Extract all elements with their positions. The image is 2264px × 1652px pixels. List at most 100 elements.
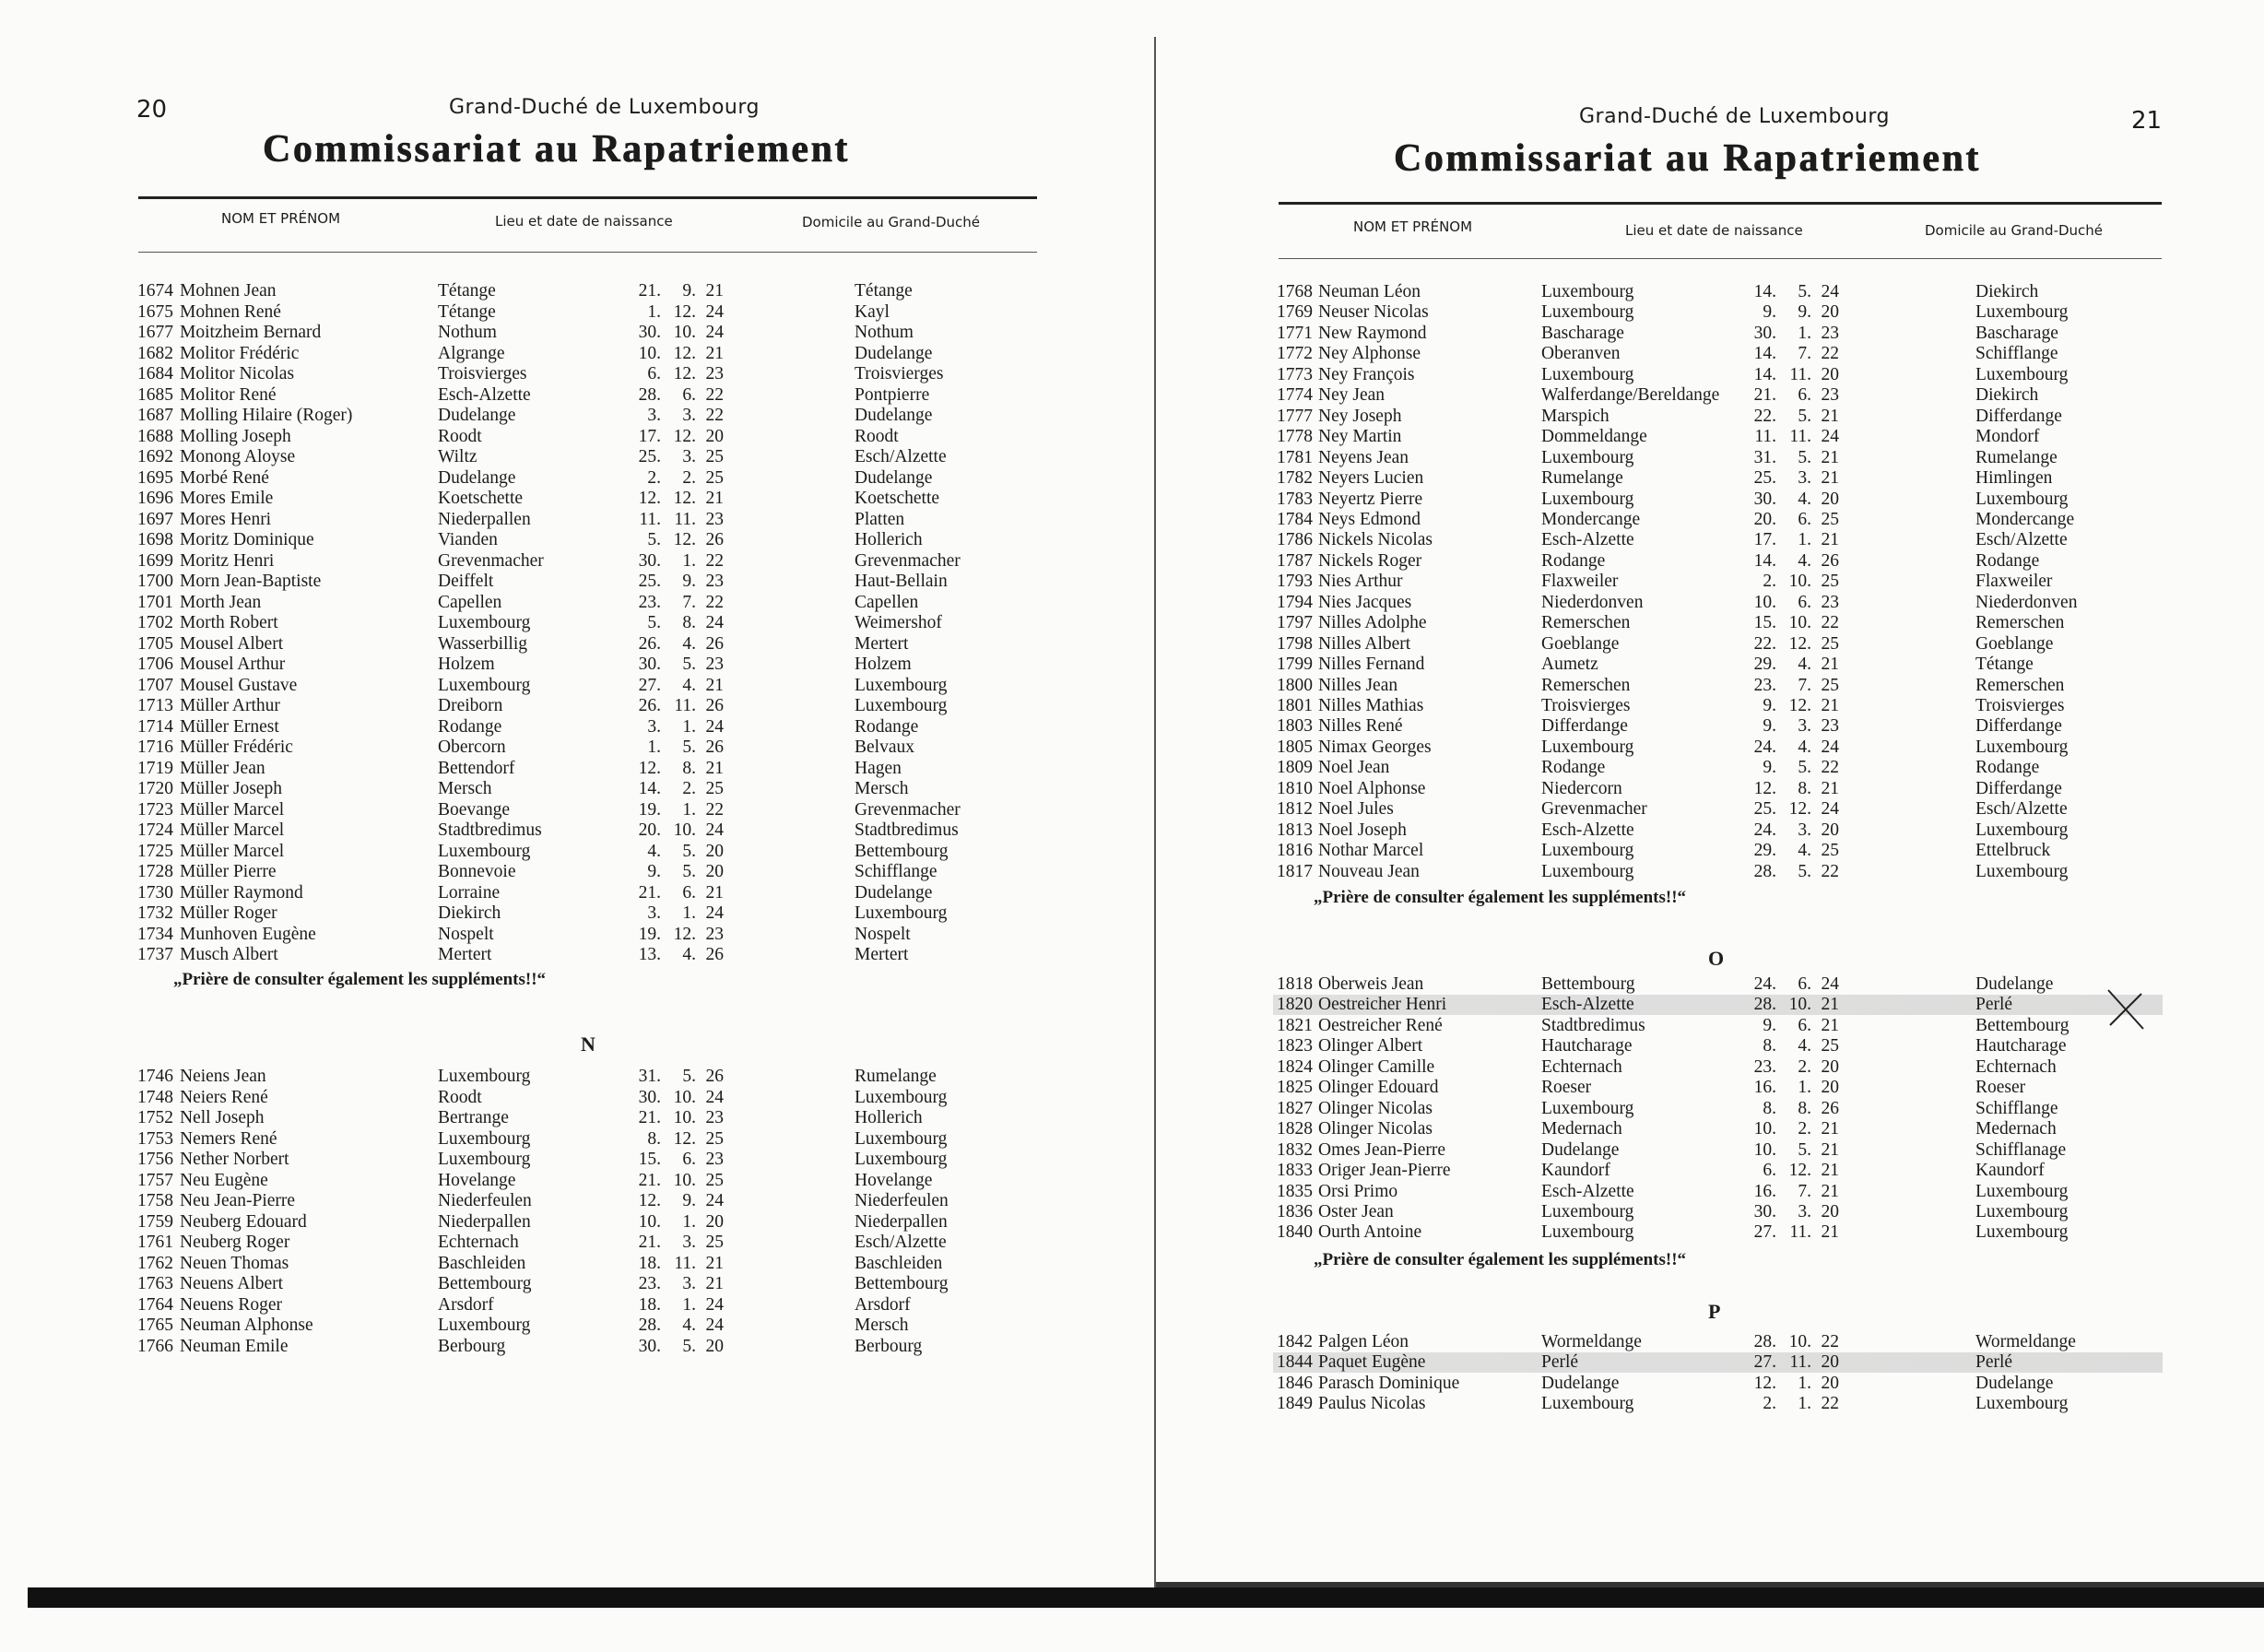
- birth-month: 10.: [1788, 572, 1811, 592]
- entry-number: 1713: [137, 696, 173, 715]
- entry-name: Morn Jean-Baptiste: [180, 572, 322, 591]
- birth-month: 12.: [673, 343, 696, 363]
- entry-number: 1820: [1277, 995, 1313, 1015]
- table-row: 1846 Parasch Dominique Dudelange 12. 1. 20 Dud…: [1273, 1374, 2163, 1394]
- table-row: 1699 Moritz Henri Grevenmacher 30. 1. 22 Greve…: [134, 551, 1065, 572]
- entry-number: 1699: [137, 550, 173, 571]
- birth-year: 20: [1821, 1352, 1840, 1373]
- birth-month: 4.: [682, 1316, 696, 1335]
- birth-month: 5.: [1798, 1139, 1811, 1160]
- entry-name: Müller Marcel: [180, 841, 285, 861]
- birthplace: Luxembourg: [1541, 1222, 1634, 1243]
- birth-year: 24: [705, 903, 725, 923]
- supplements-note: „Prière de consulter également les suppl…: [1314, 1250, 1687, 1269]
- entry-name: Neu Eugène: [180, 1170, 268, 1190]
- domicile: Kaundorf: [1975, 1161, 2045, 1181]
- entry-number: 1734: [137, 924, 173, 944]
- table-row: 1674 Mohnen Jean Tétange 21. 9. 21 Tétange: [134, 281, 1065, 301]
- birth-day: 23.: [638, 592, 661, 612]
- birth-day: 3.: [647, 406, 661, 425]
- entry-name: Nilles Albert: [1318, 633, 1411, 654]
- birth-year: 21: [1821, 406, 1840, 426]
- birthplace: Luxembourg: [438, 1067, 531, 1086]
- birth-month: 5.: [682, 862, 696, 881]
- page-gutter-line: [1154, 37, 1156, 1595]
- birth-year: 24: [705, 613, 725, 632]
- birth-year: 21: [1821, 530, 1840, 550]
- birth-year: 25: [1821, 572, 1840, 592]
- table-row: 1833 Origer Jean-Pierre Kaundorf 6. 12. 21 Kau…: [1273, 1161, 2163, 1181]
- entry-number: 1705: [137, 633, 173, 654]
- birth-year: 24: [1821, 737, 1840, 757]
- birthplace: Hovelange: [438, 1170, 516, 1190]
- entry-name: Olinger Albert: [1318, 1036, 1423, 1056]
- table-row: 1695 Morbé René Dudelange 2. 2. 25 Dudelange: [134, 468, 1065, 489]
- table-row: 1761 Neuberg Roger Echternach 21. 3. 25 Esch/A…: [134, 1233, 1065, 1253]
- domicile: Rodange: [1975, 550, 2040, 571]
- birthplace: Wiltz: [438, 447, 478, 466]
- entry-number: 1846: [1277, 1373, 1313, 1393]
- birth-year: 25: [1821, 675, 1840, 695]
- entry-number: 1682: [137, 343, 173, 363]
- domicile: Luxembourg: [855, 675, 948, 695]
- entry-name: Müller Frédéric: [180, 738, 293, 757]
- birthplace: Stadtbredimus: [438, 820, 542, 840]
- table-row: 1684 Molitor Nicolas Troisvierges 6. 12. 23 Tr…: [134, 364, 1065, 384]
- entry-name: Ney François: [1318, 364, 1415, 384]
- birthplace: Luxembourg: [1541, 489, 1634, 509]
- country-header-right: Grand-Duché de Luxembourg: [1579, 105, 1890, 128]
- table-row: 1763 Neuens Albert Bettembourg 23. 3. 21 Bette…: [134, 1274, 1065, 1294]
- entry-name: Neuens Roger: [180, 1294, 283, 1315]
- domicile: Baschleiden: [855, 1253, 943, 1273]
- birth-year: 20: [1821, 1056, 1840, 1077]
- domicile: Hagen: [855, 758, 902, 778]
- entry-number: 1769: [1277, 302, 1313, 323]
- birth-year: 22: [1821, 758, 1840, 778]
- entry-name: Nickels Nicolas: [1318, 530, 1433, 550]
- table-row: 1787 Nickels Roger Rodange 14. 4. 26 Rodange: [1273, 551, 2163, 572]
- entry-number: 1701: [137, 592, 173, 612]
- birthplace: Wasserbillig: [438, 633, 527, 654]
- birth-year: 24: [705, 323, 725, 342]
- birth-day: 9.: [647, 862, 661, 881]
- birth-day: 21.: [638, 1108, 661, 1127]
- birth-month: 12.: [673, 426, 696, 446]
- birth-year: 24: [705, 820, 725, 840]
- birth-day: 31.: [1753, 447, 1776, 467]
- column-rule-right: [1279, 258, 2162, 259]
- birth-month: 1.: [1798, 1394, 1811, 1414]
- table-row: 1675 Mohnen René Tétange 1. 12. 24 Kayl: [134, 302, 1065, 323]
- domicile: Schifflange: [855, 862, 937, 881]
- birth-year: 21: [1821, 778, 1840, 798]
- birthplace: Grevenmacher: [438, 550, 544, 571]
- birth-year: 21: [1821, 1119, 1840, 1139]
- entry-number: 1799: [1277, 655, 1313, 675]
- birthplace: Rodange: [1541, 758, 1606, 778]
- birth-month: 12.: [673, 489, 696, 508]
- table-row: 1793 Nies Arthur Flaxweiler 2. 10. 25 Flaxweil…: [1273, 572, 2163, 592]
- birth-year: 24: [1821, 427, 1840, 447]
- entry-number: 1732: [137, 903, 173, 923]
- table-row: 1766 Neuman Emile Berbourg 30. 5. 20 Berbourg: [134, 1337, 1065, 1357]
- birth-month: 4.: [1798, 1036, 1811, 1056]
- birth-month: 1.: [682, 1294, 696, 1315]
- domicile: Luxembourg: [1975, 820, 2069, 840]
- birthplace: Tétange: [438, 301, 496, 322]
- entry-name: Nothar Marcel: [1318, 841, 1424, 861]
- domicile: Luxembourg: [1975, 1181, 2069, 1201]
- domicile: Luxembourg: [1975, 1222, 2069, 1243]
- entry-number: 1835: [1277, 1181, 1313, 1201]
- entry-name: Morth Jean: [180, 592, 262, 612]
- birth-day: 8.: [1763, 1098, 1776, 1118]
- birth-month: 3.: [682, 1274, 696, 1293]
- birth-day: 28.: [1753, 861, 1776, 881]
- birth-day: 27.: [1753, 1352, 1776, 1373]
- birth-year: 20: [1821, 1373, 1840, 1393]
- birth-month: 10.: [673, 1087, 696, 1107]
- entry-number: 1833: [1277, 1161, 1313, 1181]
- table-row: 1824 Olinger Camille Echternach 23. 2. 20 Echt…: [1273, 1057, 2163, 1078]
- birth-year: 26: [705, 633, 725, 654]
- birthplace: Koetschette: [438, 489, 524, 508]
- birth-day: 22.: [1753, 406, 1776, 426]
- entry-number: 1812: [1277, 799, 1313, 820]
